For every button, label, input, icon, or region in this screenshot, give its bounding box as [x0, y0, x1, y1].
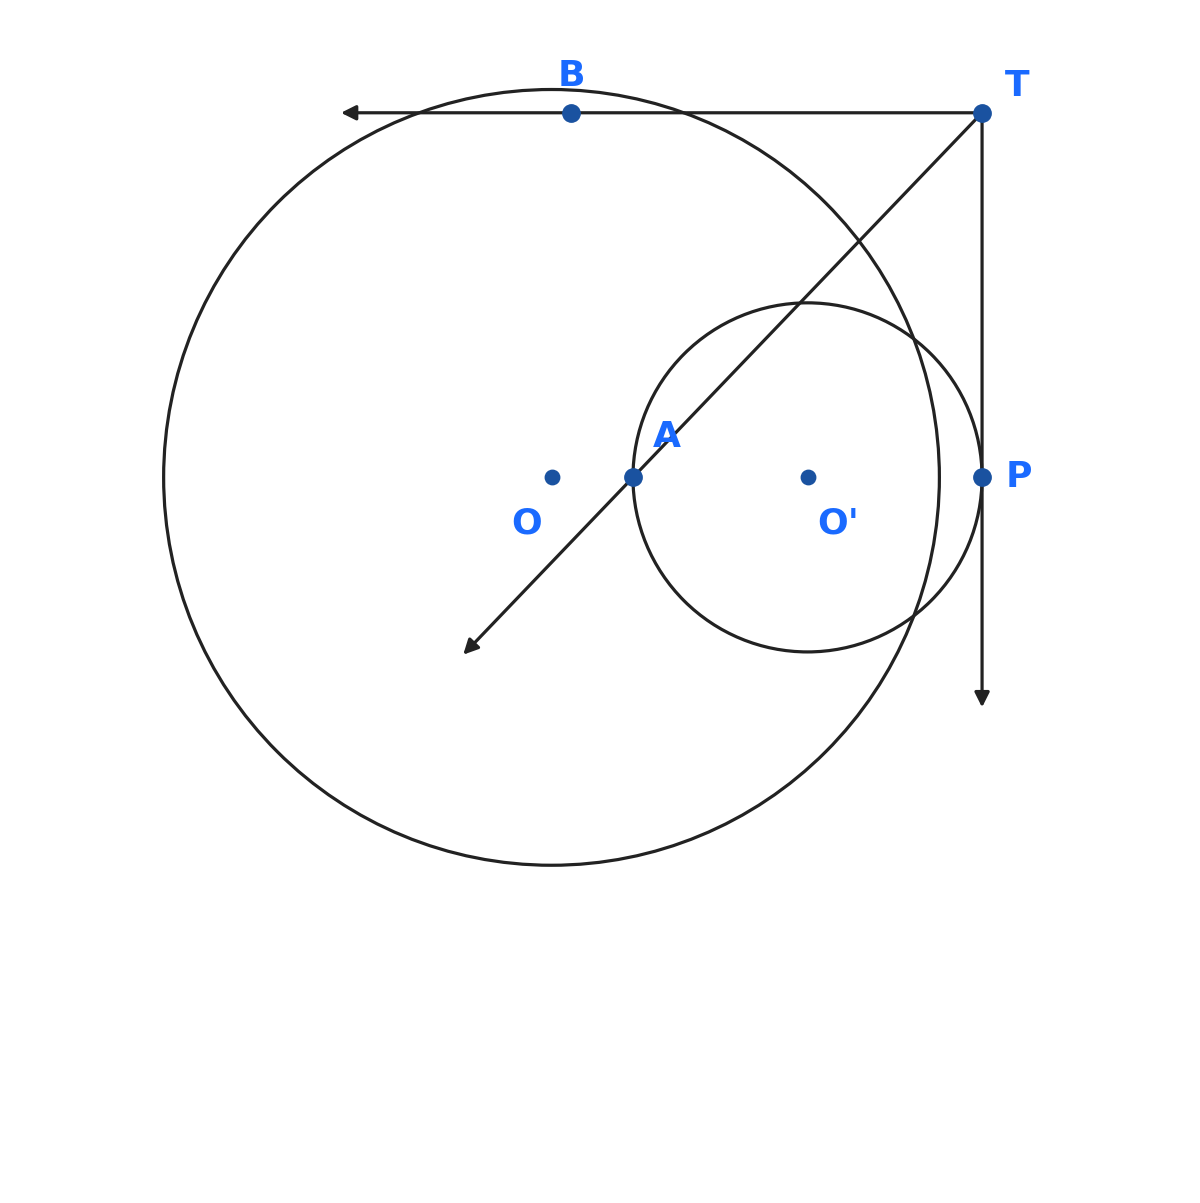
Text: P: P [1006, 461, 1032, 494]
Point [798, 468, 817, 487]
Point [623, 468, 642, 487]
Point [972, 468, 991, 487]
Text: A: A [653, 420, 680, 454]
Text: T: T [1006, 69, 1030, 103]
Point [562, 103, 581, 123]
Point [542, 468, 562, 487]
Point [972, 103, 991, 123]
Text: O: O [511, 506, 542, 540]
Text: B: B [557, 59, 584, 94]
Text: O': O' [817, 506, 859, 540]
